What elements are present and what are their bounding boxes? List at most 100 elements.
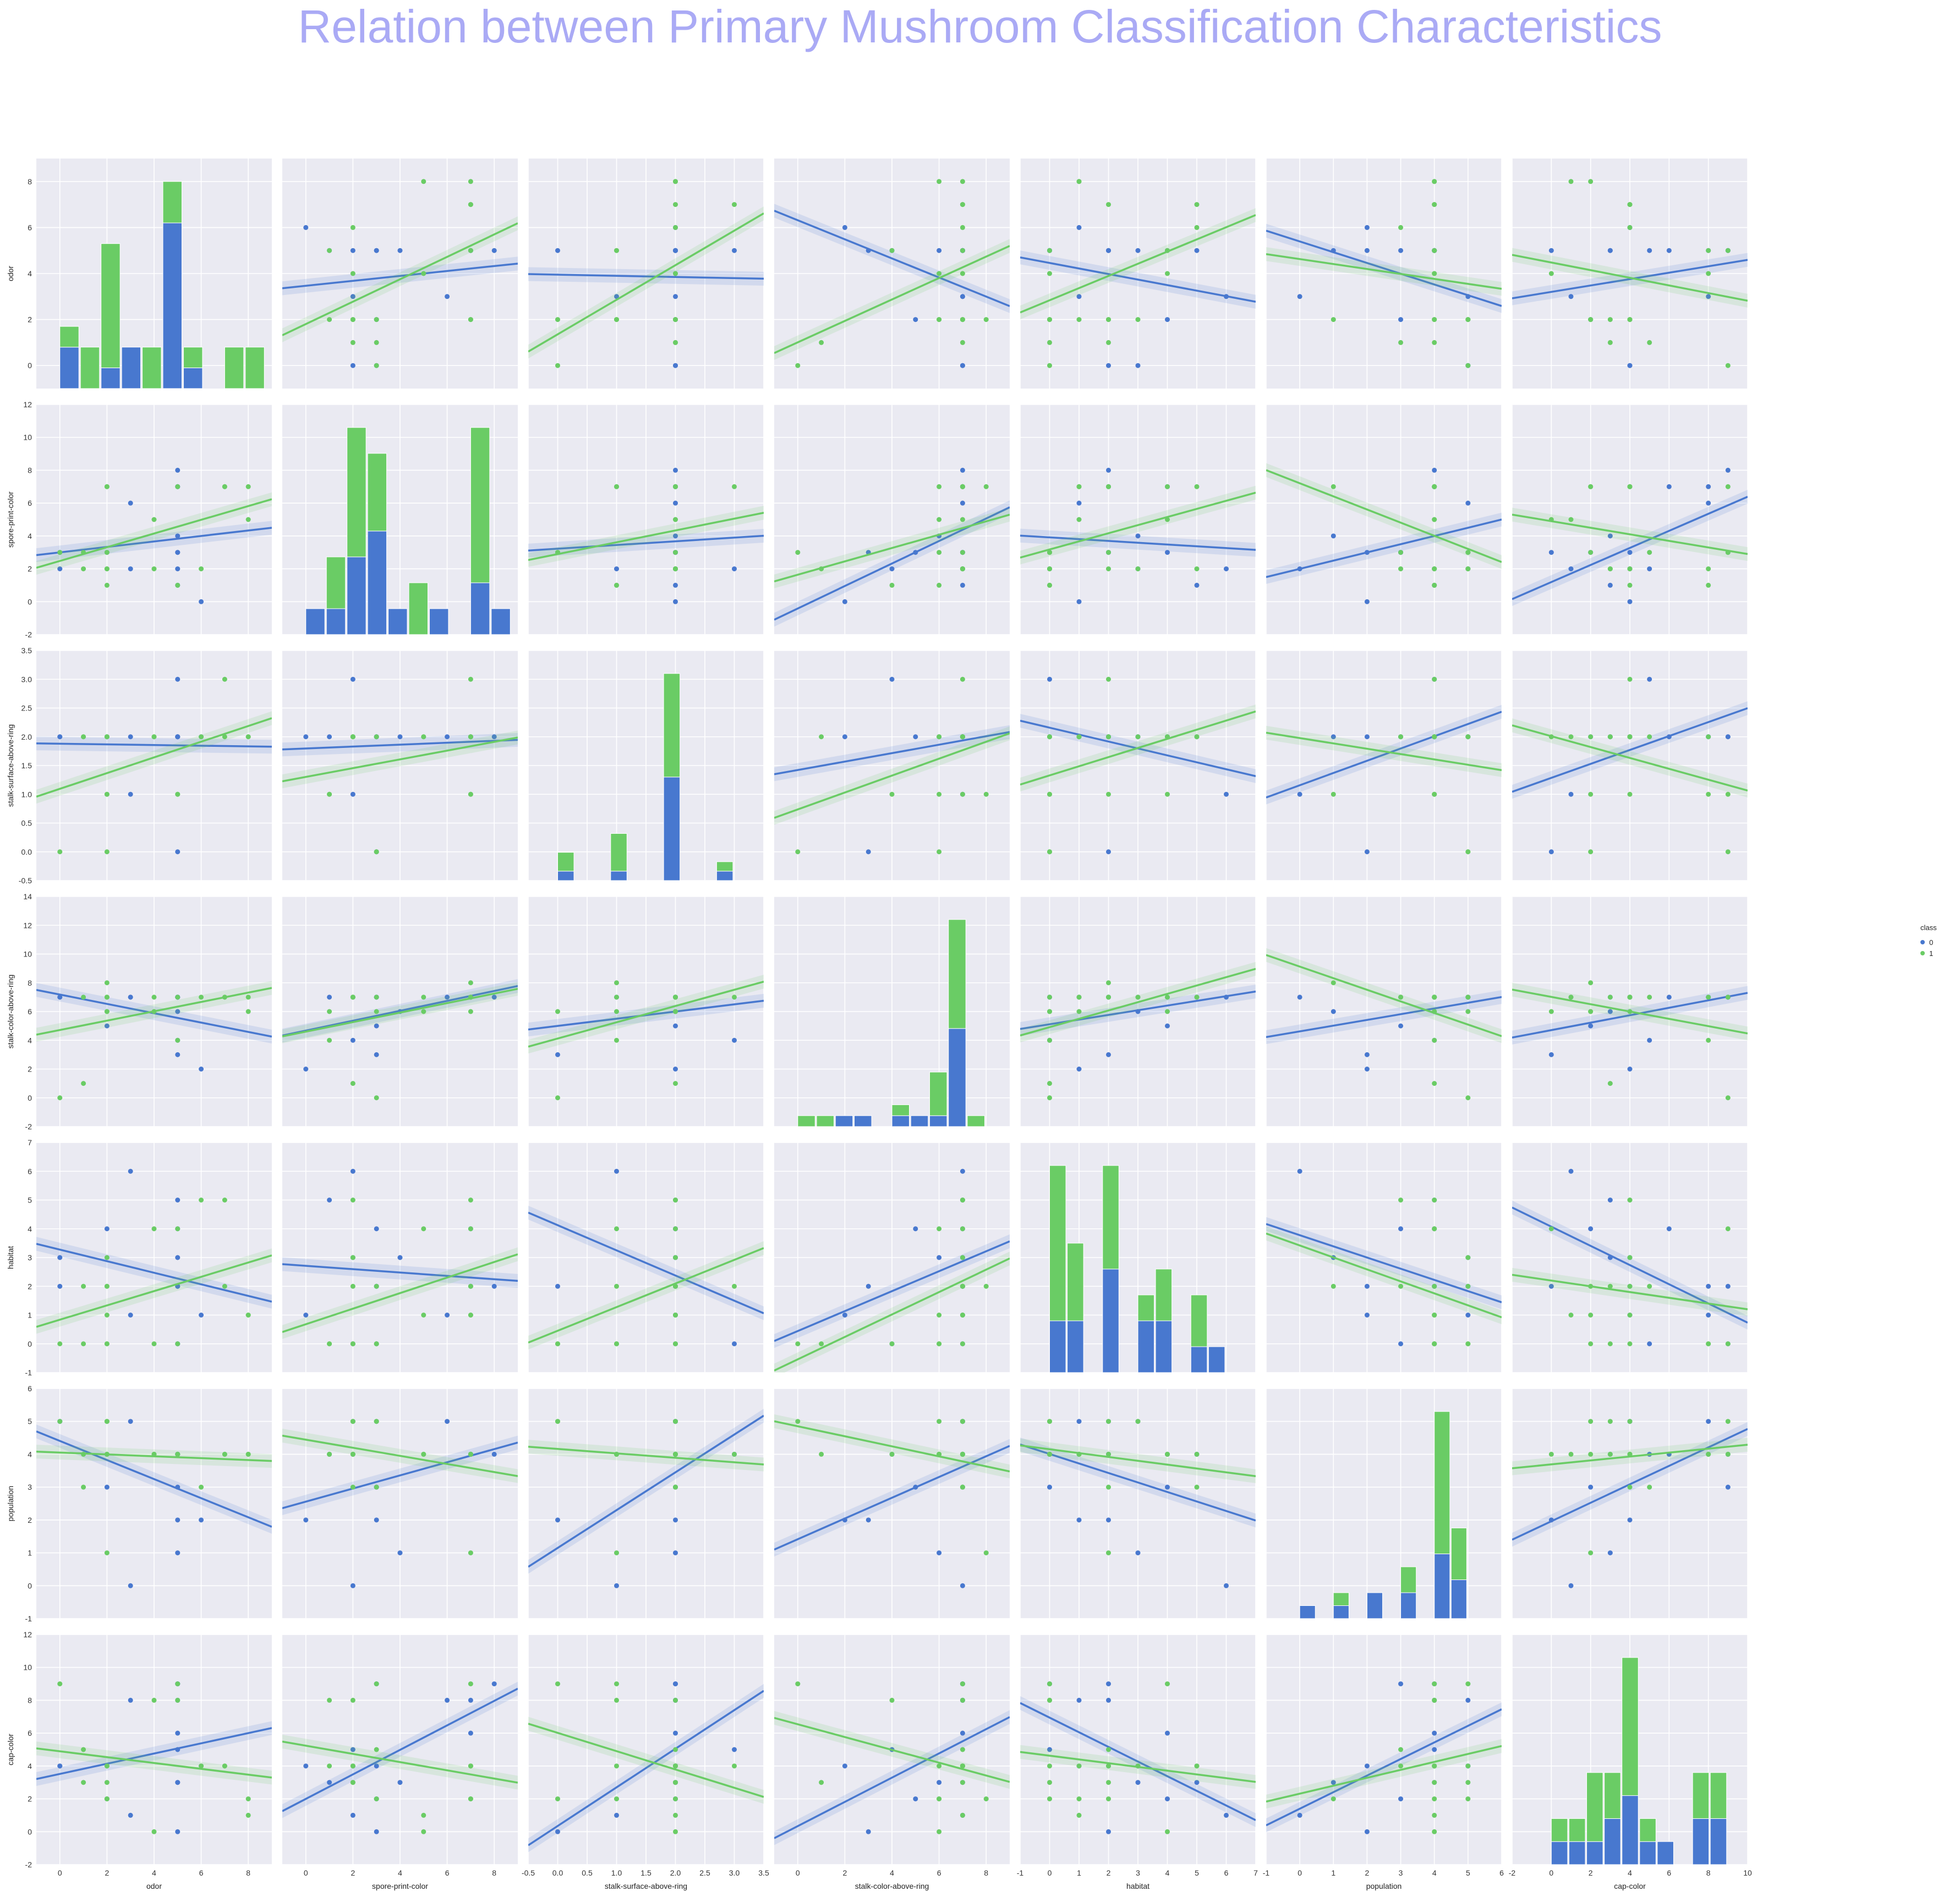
x-tick-label: 8	[1706, 1868, 1711, 1877]
regression-line-class-1	[1266, 469, 1502, 563]
point-class-1	[960, 225, 965, 230]
point-class-0	[491, 1681, 497, 1687]
x-tick-label: 6	[937, 1868, 941, 1877]
hist-bar-class-1	[948, 919, 966, 1029]
point-class-1	[795, 1681, 801, 1687]
point-class-1	[1647, 1283, 1652, 1289]
point-class-1	[104, 1419, 110, 1424]
point-class-1	[1627, 1009, 1633, 1014]
point-class-1	[1432, 1697, 1437, 1703]
y-tick-label: 0	[28, 597, 32, 606]
point-class-0	[374, 1023, 379, 1029]
point-class-0	[555, 1052, 560, 1057]
hist-bar-class-0	[1657, 1841, 1674, 1865]
point-class-1	[673, 1313, 678, 1318]
point-class-0	[937, 248, 942, 253]
point-class-1	[960, 1697, 965, 1703]
panel-marks	[1020, 676, 1256, 855]
regression-line-class-0	[1020, 256, 1256, 303]
panel-cap-color-vs-habitat	[1020, 1634, 1256, 1865]
point-class-1	[1135, 734, 1141, 740]
point-class-1	[1706, 1037, 1711, 1043]
point-class-1	[1076, 994, 1082, 1000]
point-class-1	[222, 994, 227, 1000]
point-class-0	[1725, 734, 1731, 740]
y-tick-label: 1	[28, 1549, 32, 1557]
point-class-0	[1568, 294, 1574, 299]
point-class-1	[819, 1780, 824, 1785]
regression-line-class-1	[1266, 253, 1502, 290]
point-class-0	[1364, 225, 1370, 230]
x-tick-label: 4	[1628, 1868, 1632, 1877]
panel-marks	[36, 1681, 272, 1834]
point-class-1	[1194, 734, 1200, 740]
point-class-1	[960, 340, 965, 345]
hist-bar-class-1	[1434, 1411, 1450, 1554]
y-tick-label: 2	[28, 1795, 32, 1803]
hist-bar-class-1	[1639, 1818, 1656, 1842]
point-class-1	[555, 363, 560, 368]
x-axis-label: spore-print-color	[372, 1882, 428, 1890]
point-class-0	[350, 248, 355, 253]
panel-marks	[282, 676, 518, 855]
point-class-1	[1588, 734, 1594, 740]
point-class-0	[327, 1780, 332, 1785]
point-class-1	[175, 1037, 180, 1043]
panel-stalk-color-above-ring-vs-spore-print-color	[282, 896, 518, 1127]
x-tick-label: 5	[1466, 1868, 1470, 1877]
point-class-0	[866, 1283, 871, 1289]
point-class-1	[222, 1198, 227, 1203]
point-class-0	[199, 1517, 204, 1523]
point-class-0	[350, 363, 355, 368]
point-class-1	[468, 980, 473, 986]
point-class-1	[960, 1681, 965, 1687]
x-tick-label: 4	[1165, 1868, 1170, 1877]
point-class-1	[1106, 676, 1111, 682]
point-class-1	[104, 1313, 110, 1318]
hist-bar-class-0	[1067, 1320, 1084, 1373]
point-class-1	[1607, 1419, 1613, 1424]
point-class-0	[1548, 550, 1554, 555]
point-class-1	[1568, 734, 1574, 740]
point-class-1	[327, 1697, 332, 1703]
x-tick-label: 1	[1331, 1868, 1335, 1877]
point-class-0	[842, 1763, 847, 1769]
point-class-1	[937, 1451, 942, 1457]
regression-line-class-1	[282, 736, 518, 783]
regression-line-class-0	[774, 1716, 1010, 1839]
point-class-1	[374, 1009, 379, 1014]
y-tick-label: 1	[28, 1311, 32, 1320]
point-class-1	[1465, 849, 1471, 855]
point-class-1	[1432, 676, 1437, 682]
point-class-0	[673, 294, 678, 299]
point-class-1	[1725, 849, 1731, 855]
point-class-0	[1398, 1681, 1404, 1687]
point-class-1	[732, 484, 737, 489]
point-class-1	[1047, 1419, 1052, 1424]
point-class-0	[445, 734, 450, 740]
point-class-1	[1607, 340, 1613, 345]
panel-marks	[1512, 467, 1748, 606]
point-class-1	[104, 550, 110, 555]
point-class-0	[1627, 1517, 1633, 1523]
point-class-0	[350, 676, 355, 682]
legend-label-class-0: 0	[1929, 938, 1933, 947]
point-class-1	[1194, 566, 1200, 572]
point-class-1	[151, 994, 157, 1000]
point-class-0	[57, 1763, 63, 1769]
point-class-1	[1076, 484, 1082, 489]
point-class-1	[350, 1697, 355, 1703]
point-class-1	[1194, 1484, 1200, 1490]
point-class-1	[1106, 1419, 1111, 1424]
hist-bar-class-0	[1208, 1346, 1225, 1373]
point-class-1	[555, 1095, 560, 1101]
point-class-0	[960, 294, 965, 299]
point-class-1	[1432, 517, 1437, 522]
point-class-0	[1135, 363, 1141, 368]
point-class-1	[327, 1009, 332, 1014]
point-class-1	[104, 791, 110, 797]
point-class-1	[199, 994, 204, 1000]
x-tick-label: 0	[1297, 1868, 1302, 1877]
point-class-1	[614, 582, 619, 588]
point-class-1	[1047, 550, 1052, 555]
